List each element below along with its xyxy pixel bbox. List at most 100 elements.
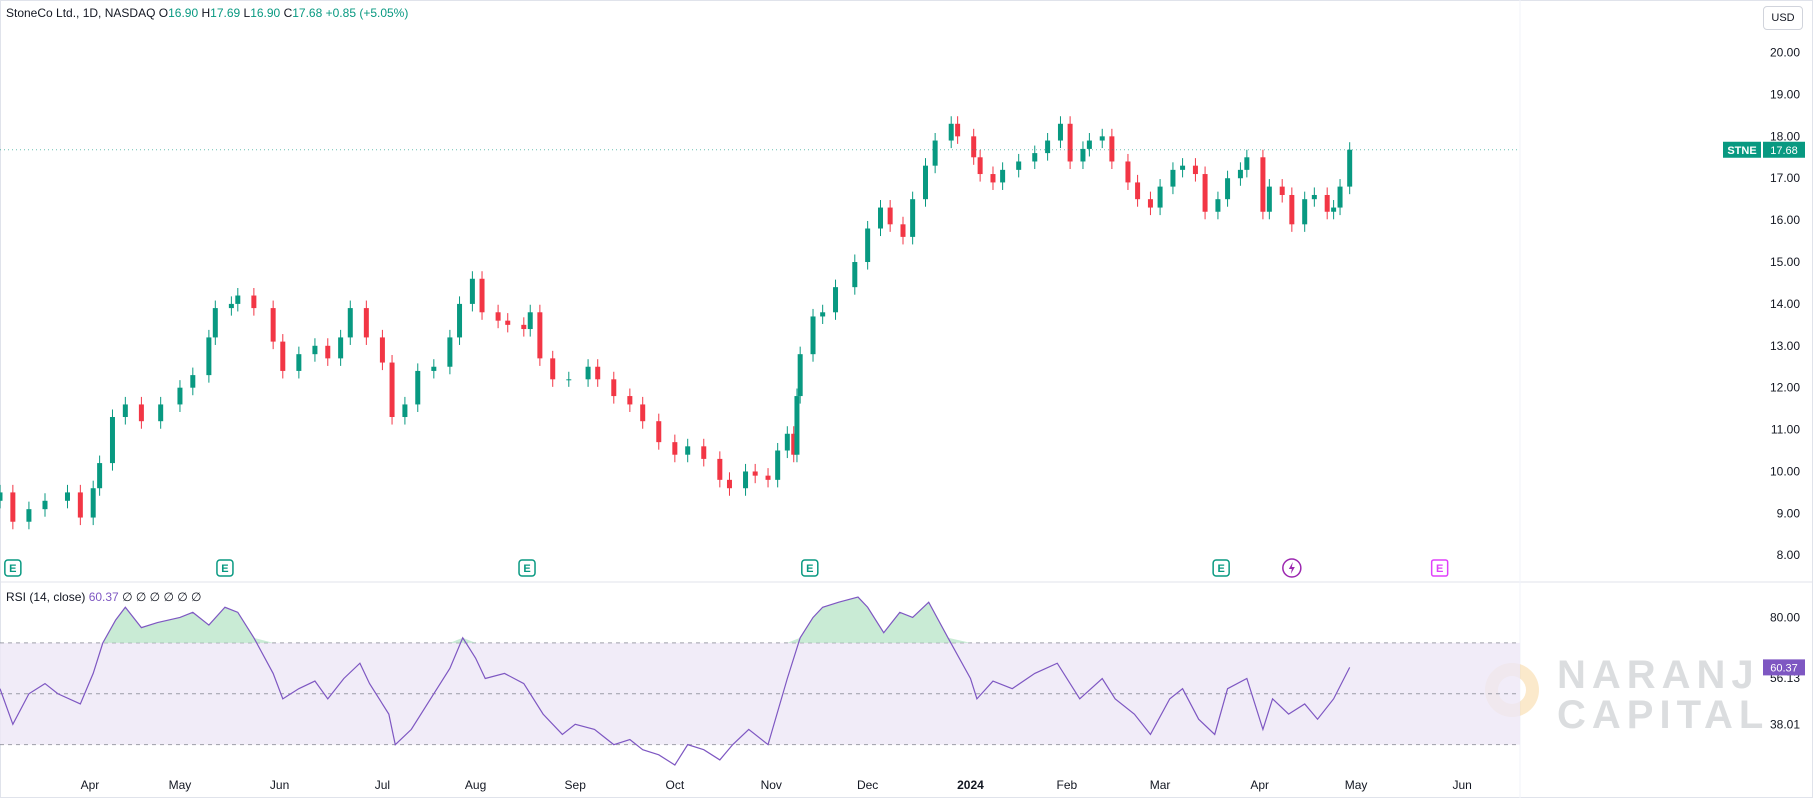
candle-body — [415, 370, 421, 405]
symbol-badge-text: STNE — [1727, 145, 1756, 157]
rsi-line — [0, 596, 1351, 766]
candle-body — [158, 404, 164, 422]
rsi-overbought-fill — [0, 597, 1350, 643]
candle — [685, 438, 691, 463]
candle — [1147, 191, 1153, 216]
candle — [296, 346, 302, 379]
currency-button[interactable]: USD — [1763, 6, 1803, 30]
candle — [955, 116, 961, 144]
candle — [457, 296, 463, 345]
candle — [1266, 179, 1272, 220]
candle — [977, 149, 983, 182]
candle-body — [1260, 157, 1266, 212]
candle — [1125, 153, 1131, 190]
candle-body — [64, 492, 70, 501]
candle-body — [797, 354, 803, 397]
candle — [505, 313, 511, 333]
candle-body — [717, 458, 723, 480]
price-tick-label: 10.00 — [1770, 464, 1800, 478]
rsi-value-badge — [1763, 659, 1805, 676]
candle-body — [270, 308, 276, 342]
candle — [379, 329, 385, 371]
candle-body — [90, 488, 96, 518]
time-tick-label: Sep — [565, 778, 587, 792]
candle-body — [347, 308, 353, 338]
candle-body — [138, 404, 144, 422]
candle — [1302, 191, 1308, 232]
candle — [64, 484, 70, 509]
low-label: L — [243, 6, 251, 20]
candle-body — [910, 199, 916, 237]
candle — [833, 279, 839, 320]
candle — [726, 472, 732, 496]
last-price-badge — [1763, 141, 1805, 158]
candle-body — [235, 295, 241, 304]
time-tick-label: Feb — [1057, 778, 1078, 792]
candle-body — [1225, 178, 1231, 200]
future-earnings-box — [1430, 559, 1449, 577]
candle-body — [469, 278, 475, 304]
candle-body — [1180, 165, 1186, 170]
time-tick-label: Mar — [1150, 778, 1171, 792]
candle — [611, 371, 617, 404]
time-tick-label: Jun — [270, 778, 289, 792]
symbol-title: StoneCo Ltd., 1D, NASDAQ — [6, 6, 156, 20]
earnings-box — [518, 559, 536, 577]
candle-body — [810, 316, 816, 355]
candle-body — [685, 446, 691, 455]
candle-body — [627, 396, 633, 405]
candle-body — [97, 463, 103, 489]
candle-body — [611, 379, 617, 397]
candle-body — [1279, 186, 1285, 195]
candle-body — [10, 492, 16, 522]
rsi-value-badge-text: 60.37 — [1770, 662, 1798, 674]
earnings-marker: E — [1212, 559, 1230, 577]
candle — [97, 455, 103, 496]
earnings-letter: E — [221, 563, 228, 575]
candle — [177, 380, 183, 412]
candle — [495, 304, 501, 329]
candle-body — [228, 303, 234, 309]
candle — [1347, 142, 1353, 195]
candle — [656, 413, 662, 450]
candle — [1032, 145, 1038, 170]
candle-body — [1057, 123, 1063, 141]
candle-body — [431, 366, 437, 371]
candle — [752, 463, 758, 484]
candle — [627, 388, 633, 412]
candle — [77, 484, 83, 526]
candle — [1000, 162, 1006, 190]
price-tick-label: 16.00 — [1770, 213, 1800, 227]
candle-body — [505, 320, 511, 325]
candle-body — [765, 475, 771, 480]
candle — [566, 371, 572, 387]
rsi-extra: ∅ ∅ ∅ ∅ ∅ ∅ — [122, 590, 202, 604]
candle-body — [1215, 199, 1221, 212]
candle — [347, 300, 353, 345]
time-tick-label: May — [169, 778, 192, 792]
candle-body — [379, 337, 385, 363]
candle-body — [190, 375, 196, 388]
candle-body — [280, 341, 286, 371]
candle-body — [1147, 199, 1153, 208]
candle — [672, 434, 678, 463]
candle — [325, 338, 331, 366]
candle-body — [177, 387, 183, 405]
candle — [701, 438, 707, 467]
candle — [1225, 170, 1231, 207]
time-tick-label: Nov — [761, 778, 782, 792]
candle-body — [1192, 165, 1198, 175]
candle — [1324, 187, 1330, 220]
price-tick-label: 19.00 — [1770, 87, 1800, 101]
candle-body — [865, 228, 871, 263]
candle — [1016, 153, 1022, 178]
candle-body — [109, 417, 115, 464]
candle-body — [1157, 186, 1163, 208]
candle-body — [527, 312, 533, 330]
time-tick-label: Jul — [375, 778, 390, 792]
candle — [527, 304, 533, 337]
candle-body — [1266, 186, 1272, 212]
candle-body — [1080, 148, 1086, 162]
candle-body — [325, 345, 331, 359]
